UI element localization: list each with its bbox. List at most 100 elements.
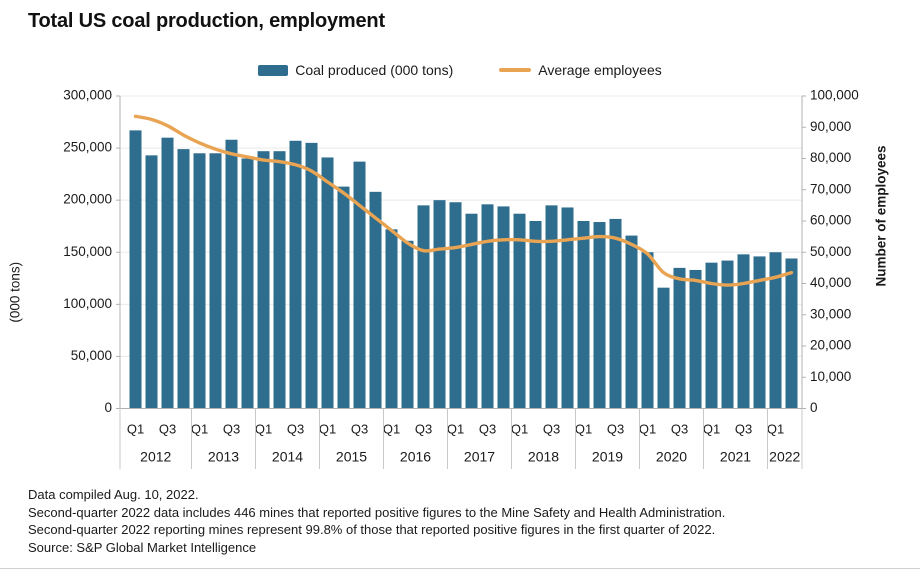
y-axis-right-tick-label: 90,000 xyxy=(810,119,851,134)
bar-2013-q1 xyxy=(193,153,206,409)
x-axis-quarter-label: Q3 xyxy=(415,421,432,436)
bar-2012-q1 xyxy=(129,130,142,409)
x-axis-year-label: 2016 xyxy=(400,449,431,465)
x-axis-year-label: 2018 xyxy=(528,449,559,465)
bar-2017-q4 xyxy=(497,206,510,409)
x-axis-year-label: 2017 xyxy=(464,449,495,465)
bar-2020-q4 xyxy=(689,269,702,409)
bar-2014-q3 xyxy=(289,140,302,409)
bar-2015-q2 xyxy=(337,186,350,409)
x-axis-quarter-label: Q1 xyxy=(511,421,528,436)
x-axis-quarter-label: Q1 xyxy=(319,421,336,436)
y-axis-left-tick-label: 0 xyxy=(104,400,112,415)
bar-2013-q4 xyxy=(241,158,254,409)
bar-2018-q1 xyxy=(513,213,526,409)
x-axis-year-label: 2014 xyxy=(272,449,303,465)
bar-2017-q3 xyxy=(481,204,494,409)
x-axis-quarter-label: Q1 xyxy=(447,421,464,436)
x-axis-quarter-label: Q3 xyxy=(223,421,240,436)
bar-2014-q1 xyxy=(257,151,270,409)
y-axis-right-tick-label: 40,000 xyxy=(810,275,851,290)
y-axis-right-tick-label: 10,000 xyxy=(810,369,851,384)
bar-2012-q2 xyxy=(145,155,158,409)
x-axis-quarter-label: Q1 xyxy=(703,421,720,436)
y-axis-right-tick-label: 80,000 xyxy=(810,150,851,165)
x-axis-year-label: 2013 xyxy=(208,449,239,465)
y-axis-left-tick-label: 250,000 xyxy=(63,140,112,155)
x-axis-year-label: 2015 xyxy=(336,449,367,465)
bar-swatch-icon xyxy=(258,64,289,76)
y-axis-left-tick-label: 300,000 xyxy=(63,88,112,103)
bar-2021-q2 xyxy=(721,260,734,409)
bar-2019-q2 xyxy=(593,222,606,409)
x-axis-quarter-label: Q1 xyxy=(639,421,656,436)
bar-2020-q2 xyxy=(657,287,670,409)
bar-2019-q4 xyxy=(625,235,638,409)
bar-2019-q3 xyxy=(609,218,622,409)
y-axis-left-tick-label: 200,000 xyxy=(63,192,112,207)
bar-2022-q2 xyxy=(785,258,798,409)
bar-2013-q2 xyxy=(209,153,222,409)
left-axis-title: (000 tons) xyxy=(8,262,23,323)
y-axis-left-tick-label: 100,000 xyxy=(63,296,112,311)
legend-label-employees: Average employees xyxy=(538,62,662,78)
bar-2015-q3 xyxy=(353,161,366,409)
y-axis-right-tick-label: 0 xyxy=(810,400,818,415)
bar-2016-q1 xyxy=(385,229,398,409)
bar-2019-q1 xyxy=(577,221,590,409)
x-axis-year-label: 2021 xyxy=(720,449,751,465)
y-axis-right-tick-label: 30,000 xyxy=(810,306,851,321)
x-axis-quarter-label: Q3 xyxy=(607,421,624,436)
x-axis-quarter-label: Q1 xyxy=(255,421,272,436)
x-axis-quarter-label: Q3 xyxy=(735,421,752,436)
footnotes: Data compiled Aug. 10, 2022. Second-quar… xyxy=(28,486,725,556)
legend-item-coal: Coal produced (000 tons) xyxy=(258,62,453,78)
legend-label-coal: Coal produced (000 tons) xyxy=(295,62,454,78)
right-axis-title: Number of employees xyxy=(874,145,889,286)
bar-2015-q1 xyxy=(321,157,334,409)
combo-chart: 0 50,000 100,000 150,000 200,000 250,000 300,0… xyxy=(8,88,889,469)
bar-2016-q2 xyxy=(401,240,414,409)
bar-2012-q3 xyxy=(161,137,174,409)
footnote-line: Source: S&P Global Market Intelligence xyxy=(28,539,257,555)
page-bottom-border xyxy=(0,568,920,569)
bar-2022-q1 xyxy=(769,252,782,409)
x-axis-quarter-label: Q3 xyxy=(351,421,368,436)
x-axis-quarter-label: Q3 xyxy=(287,421,304,436)
bar-2016-q3 xyxy=(417,205,430,409)
footnote-line: Second-quarter 2022 data includes 446 mi… xyxy=(28,504,726,520)
page-title: Total US coal production, employment xyxy=(28,10,385,32)
bar-2017-q2 xyxy=(465,213,478,409)
y-axis-left-tick-label: 50,000 xyxy=(71,348,112,363)
x-axis-quarter-label: Q3 xyxy=(671,421,688,436)
y-axis-left-tick-label: 150,000 xyxy=(63,244,112,259)
bar-2018-q4 xyxy=(561,207,574,409)
chart-legend: Coal produced (000 tons) Average employe… xyxy=(0,62,920,78)
bar-2021-q4 xyxy=(753,256,766,409)
bar-2014-q4 xyxy=(305,142,318,409)
x-axis-quarter-label: Q1 xyxy=(383,421,400,436)
y-axis-right-tick-label: 50,000 xyxy=(810,244,851,259)
line-swatch-icon xyxy=(499,68,532,72)
x-axis-year-label: 2012 xyxy=(140,449,171,465)
bar-2021-q1 xyxy=(705,262,718,409)
x-axis-year-label: 2020 xyxy=(656,449,687,465)
bar-2020-q1 xyxy=(641,252,654,409)
bar-2018-q2 xyxy=(529,221,542,409)
x-axis-quarter-label: Q1 xyxy=(767,421,784,436)
x-axis-quarter-label: Q3 xyxy=(543,421,560,436)
x-axis-year-label: 2022 xyxy=(769,449,800,465)
bar-2015-q4 xyxy=(369,191,382,409)
bar-2020-q3 xyxy=(673,267,686,409)
footnote-line: Second-quarter 2022 reporting mines repr… xyxy=(28,522,716,537)
x-axis-quarter-label: Q1 xyxy=(575,421,592,436)
footnote-line: Data compiled Aug. 10, 2022. xyxy=(28,487,199,502)
y-axis-right-tick-label: 70,000 xyxy=(810,181,851,196)
legend-item-employees: Average employees xyxy=(499,62,662,78)
bar-2021-q3 xyxy=(737,254,750,409)
employees-line xyxy=(133,114,794,287)
x-axis-quarter-label: Q3 xyxy=(479,421,496,436)
x-axis-quarter-label: Q1 xyxy=(127,421,144,436)
x-axis-year-label: 2019 xyxy=(592,449,623,465)
